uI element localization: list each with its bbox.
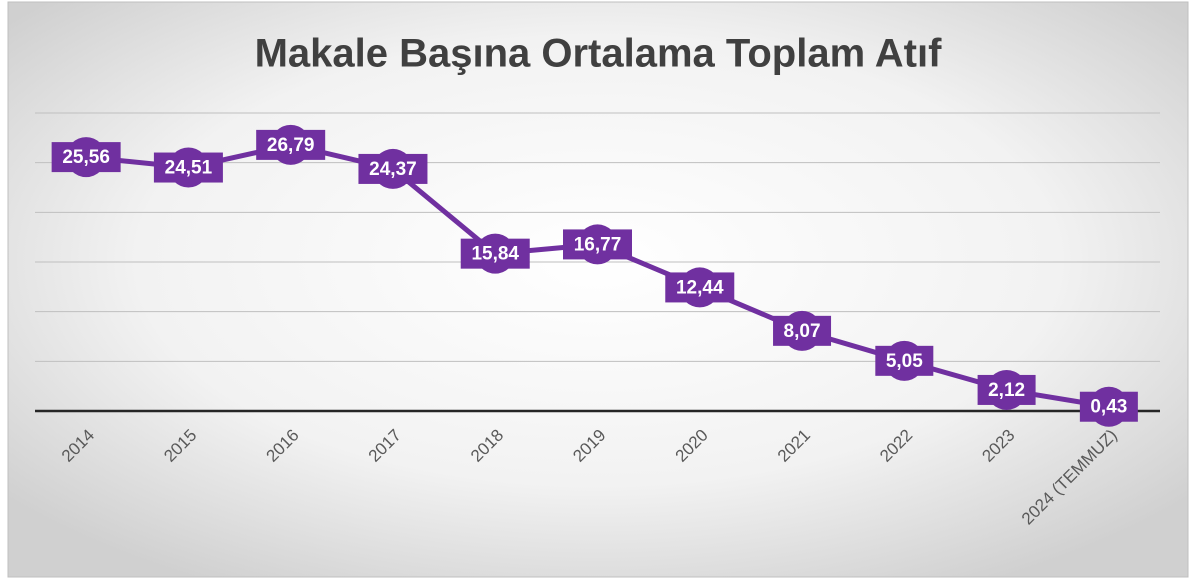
data-label-box: [256, 129, 326, 160]
data-label-box: [977, 374, 1036, 405]
data-label-box: [1079, 391, 1138, 422]
data-label-box: [875, 345, 934, 376]
data-label: 25,56: [62, 147, 110, 168]
data-label: 0,43: [1090, 397, 1127, 418]
plot: 25,56 24,51 26,79 24,37 15,84 16,77 12,44 8,07 5…: [51, 124, 1138, 427]
data-label-box: [51, 142, 121, 173]
data-label-box: [153, 152, 223, 183]
data-label: 15,84: [471, 244, 519, 265]
data-label: 2,12: [988, 380, 1025, 401]
data-label-box: [460, 238, 530, 269]
data-label-box: [563, 229, 632, 260]
data-label-box: [773, 315, 832, 346]
data-label-box: [358, 153, 428, 184]
data-label: 24,37: [369, 159, 417, 180]
data-label-box: [665, 272, 735, 303]
data-label: 5,05: [886, 351, 923, 372]
data-label: 26,79: [267, 135, 315, 156]
data-label: 16,77: [574, 234, 622, 255]
chart-title: Makale Başına Ortalama Toplam Atıf: [255, 32, 943, 76]
data-label: 24,51: [165, 158, 213, 179]
chart-area: [7, 1, 1189, 578]
data-label: 8,07: [784, 321, 821, 342]
data-label: 12,44: [676, 277, 724, 298]
